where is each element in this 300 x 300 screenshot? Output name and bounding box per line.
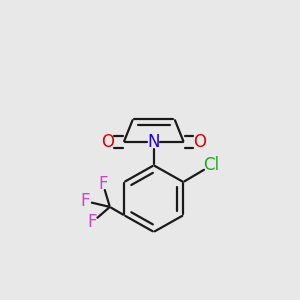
Text: Cl: Cl	[203, 156, 220, 174]
Text: F: F	[88, 213, 97, 231]
Text: F: F	[98, 175, 108, 193]
Text: O: O	[101, 133, 114, 151]
Text: N: N	[148, 133, 160, 151]
Text: F: F	[81, 192, 90, 210]
Text: O: O	[194, 133, 206, 151]
